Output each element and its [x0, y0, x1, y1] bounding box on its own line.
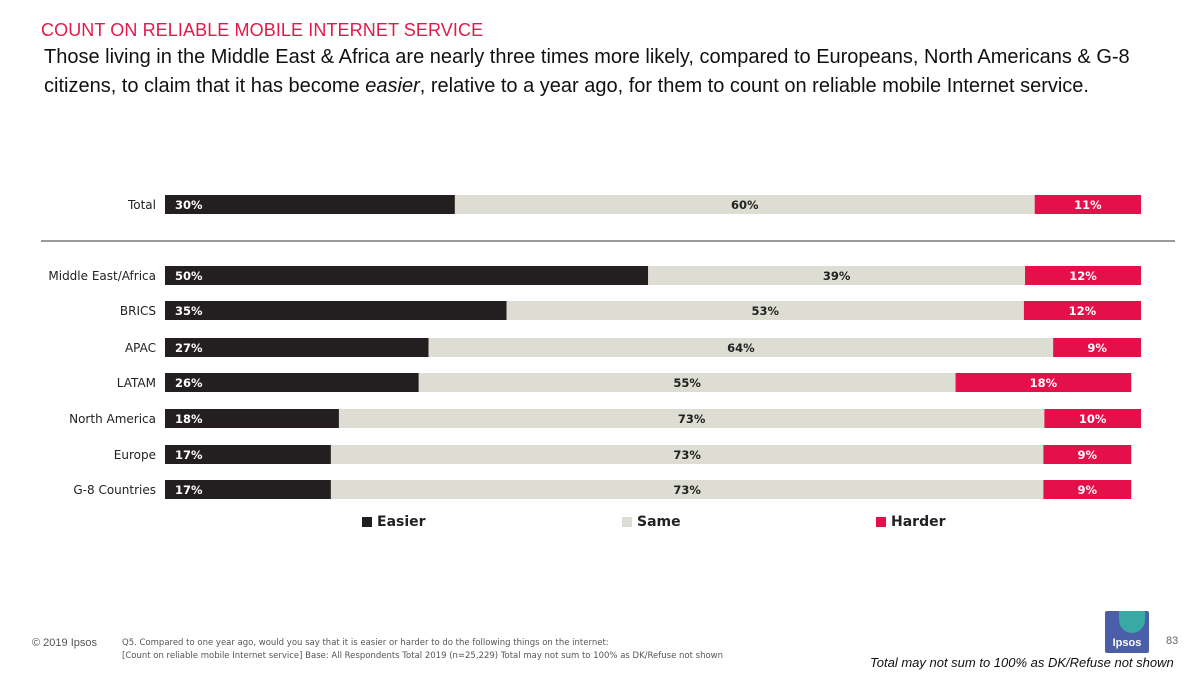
data-label-easier-apac: 27% — [175, 341, 203, 355]
legend-item-harder: Harder — [876, 514, 946, 530]
bar-same-total — [454, 195, 1035, 214]
legend-label-harder: Harder — [891, 514, 946, 530]
data-label-same-brics: 53% — [751, 304, 779, 318]
category-label-apac: APAC — [125, 341, 156, 355]
footnote: Q5. Compared to one year ago, would you … — [122, 637, 723, 663]
category-label-g-8-countries: G-8 Countries — [73, 483, 156, 497]
headline-part-2: , relative to a year ago, for them to co… — [419, 75, 1089, 97]
data-label-same-europe: 73% — [673, 448, 701, 462]
bars-group: Total 30% 60% 11% Middle East/Africa 50% 39% 12… — [48, 195, 1141, 499]
data-label-harder-north-america: 10% — [1079, 412, 1107, 426]
legend-item-same: Same — [622, 514, 681, 530]
bar-same-europe — [330, 445, 1044, 464]
category-label-europe: Europe — [114, 448, 156, 462]
category-label-total: Total — [127, 198, 156, 212]
section-title: COUNT ON RELIABLE MOBILE INTERNET SERVIC… — [41, 20, 484, 40]
bar-harder-north-america — [1044, 409, 1141, 428]
copyright: © 2019 Ipsos — [32, 637, 97, 649]
bar-same-apac — [428, 338, 1054, 357]
data-label-harder-latam: 18% — [1030, 376, 1058, 390]
bar-easier-apac — [165, 338, 429, 357]
legend-swatch-easier — [362, 517, 372, 527]
headline-emphasis: easier — [365, 75, 420, 97]
bar-same-north-america — [338, 409, 1045, 428]
data-label-easier-europe: 17% — [175, 448, 203, 462]
data-label-harder-europe: 9% — [1078, 448, 1098, 462]
bar-easier-g-8-countries — [165, 480, 331, 499]
bar-easier-latam — [165, 373, 419, 392]
bar-harder-middle-east-africa — [1025, 266, 1141, 285]
data-label-harder-g-8-countries: 9% — [1078, 483, 1098, 497]
legend-label-easier: Easier — [377, 514, 426, 530]
page-number: 83 — [1166, 635, 1179, 647]
data-label-easier-latam: 26% — [175, 376, 203, 390]
category-label-middle-east-africa: Middle East/Africa — [48, 269, 156, 283]
bar-easier-total — [165, 195, 455, 214]
legend: Easier Same Harder — [0, 514, 1200, 536]
data-label-harder-brics: 12% — [1069, 304, 1097, 318]
refuse-note: Total may not sum to 100% as DK/Refuse n… — [870, 655, 1174, 670]
data-label-same-g-8-countries: 73% — [673, 483, 701, 497]
bar-harder-europe — [1043, 445, 1132, 464]
bar-easier-brics — [165, 301, 507, 320]
data-label-same-middle-east-africa: 39% — [823, 269, 851, 283]
data-label-same-north-america: 73% — [678, 412, 706, 426]
bar-harder-apac — [1053, 338, 1141, 357]
legend-swatch-harder — [876, 517, 886, 527]
data-label-easier-brics: 35% — [175, 304, 203, 318]
data-label-same-apac: 64% — [727, 341, 755, 355]
data-label-harder-total: 11% — [1074, 198, 1102, 212]
bar-easier-north-america — [165, 409, 339, 428]
data-label-harder-middle-east-africa: 12% — [1069, 269, 1097, 283]
category-label-latam: LATAM — [117, 376, 156, 390]
category-label-brics: BRICS — [120, 304, 156, 318]
footnote-line-2: [Count on reliable mobile Internet servi… — [122, 651, 723, 661]
logo-wordmark: Ipsos — [1112, 637, 1142, 649]
bar-harder-total — [1034, 195, 1141, 214]
headline-part-1: Those living in the Middle East & Africa… — [44, 46, 1130, 97]
legend-label-same: Same — [637, 514, 681, 530]
data-label-easier-total: 30% — [175, 198, 203, 212]
data-label-easier-middle-east-africa: 50% — [175, 269, 203, 283]
footnote-line-1: Q5. Compared to one year ago, would you … — [122, 638, 609, 648]
bar-same-middle-east-africa — [648, 266, 1026, 285]
data-label-easier-north-america: 18% — [175, 412, 203, 426]
data-label-harder-apac: 9% — [1087, 341, 1107, 355]
bar-same-brics — [506, 301, 1024, 320]
bar-harder-g-8-countries — [1043, 480, 1132, 499]
bar-easier-europe — [165, 445, 331, 464]
bar-same-latam — [418, 373, 956, 392]
data-label-same-latam: 55% — [673, 376, 701, 390]
category-label-north-america: North America — [69, 412, 156, 426]
bar-harder-brics — [1023, 301, 1141, 320]
bar-harder-latam — [955, 373, 1132, 392]
legend-swatch-same — [622, 517, 632, 527]
bar-same-g-8-countries — [330, 480, 1044, 499]
data-label-same-total: 60% — [731, 198, 759, 212]
ipsos-logo: Ipsos — [1105, 611, 1149, 653]
headline: Those living in the Middle East & Africa… — [44, 43, 1174, 101]
data-label-easier-g-8-countries: 17% — [175, 483, 203, 497]
bar-easier-middle-east-africa — [165, 266, 649, 285]
logo-teal-shape — [1119, 611, 1145, 633]
legend-item-easier: Easier — [362, 514, 426, 530]
